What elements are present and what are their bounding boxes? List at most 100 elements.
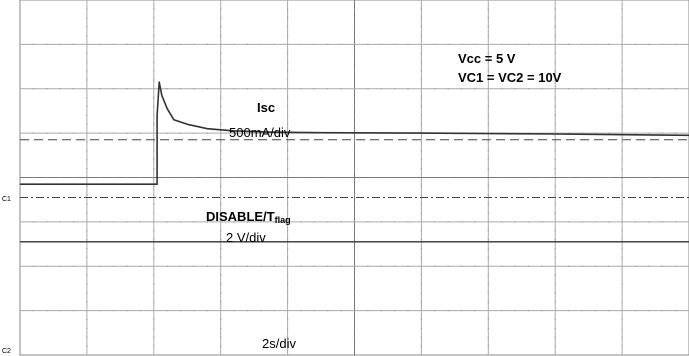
grid-dot [206,265,208,267]
grid-dot [661,176,663,179]
grid-dot [394,221,396,223]
grid-dot [153,256,155,258]
grid-dot [327,265,329,267]
grid-dot [554,168,556,170]
grid-dot [153,168,155,170]
grid-dot [287,185,289,187]
grid-dot [420,52,422,54]
grid-dot [554,185,556,187]
grid-dot [554,114,556,116]
grid-dot [193,265,195,267]
grid-dot [554,123,556,125]
grid-dot [193,310,195,312]
grid-dot [32,221,34,223]
grid-dot [287,318,289,321]
grid-dot [340,176,342,179]
grid-dot [166,221,168,223]
grid-dot [86,203,88,205]
grid-dot [153,194,155,196]
grid-dot [287,327,289,329]
grid-dot [487,239,489,241]
grid-dot [487,247,489,250]
grid-dot [420,114,422,116]
grid-dot [420,97,422,99]
grid-dot [313,221,315,223]
grid-dot [367,43,369,45]
grid-dot [287,105,289,108]
grid-dot [661,88,663,90]
grid-dot [474,43,476,45]
grid-dot [648,43,650,45]
grid-dot [353,114,356,116]
grid-dot [501,310,503,312]
grid-dot [179,132,182,134]
grid-dot [527,88,530,90]
grid-dot [420,230,422,232]
grid-dot [153,8,155,10]
grid-dot [86,17,88,19]
grid-dot [86,336,88,338]
grid-dot [380,310,382,312]
grid-dot [287,345,289,347]
grid-dot [621,34,623,37]
grid-dot [487,79,489,81]
grid-dot [353,239,356,241]
grid-dot [353,247,356,250]
grid-dot [621,141,623,143]
grid-dot [353,345,356,347]
grid-dot [487,70,489,72]
grid-dot [554,70,556,72]
grid-dot [648,88,650,90]
grid-dot [514,176,516,179]
grid-dot [260,88,262,90]
grid-dot [420,336,422,338]
grid-dot [581,265,583,267]
grid-dot [59,176,61,179]
grid-dot [193,176,195,179]
grid-dot [675,310,677,312]
grid-dot [621,283,623,285]
grid-dot [527,176,530,179]
grid-dot [287,283,289,285]
grid-dot [474,88,476,90]
grid-dot [300,176,302,179]
grid-dot [567,221,570,223]
grid-dot [353,203,356,205]
grid-dot [287,194,289,196]
grid-dot [220,26,222,28]
grid-dot [353,26,356,28]
grid-dot [581,88,583,90]
grid-dot [621,123,623,125]
grid-dot [273,88,275,90]
grid-dot [32,88,34,90]
grid-dot [353,123,356,125]
grid-dot [153,61,155,63]
grid-dot [581,43,583,45]
grid-dot [434,43,436,45]
grid-dot [648,176,650,179]
grid-dot [86,168,88,170]
grid-dot [113,43,115,45]
grid-dot [153,230,155,232]
grid-dot [287,150,289,152]
grid-dot [72,132,75,134]
grid-dot [487,159,489,161]
grid-dot [220,8,222,10]
grid-dot [608,176,610,179]
grid-dot [420,70,422,72]
grid-dot [246,132,249,134]
grid-dot [220,17,222,19]
grid-dot [179,176,182,179]
grid-dot [153,318,155,321]
grid-dot [99,43,101,45]
grid-dot [420,345,422,347]
grid-dot [554,301,556,303]
grid-dot [353,17,356,19]
grid-dot [407,43,409,45]
grid-dot [353,327,356,329]
grid-dot [220,203,222,205]
grid [19,0,689,356]
grid-dot [621,212,623,214]
grid-dot [86,345,88,347]
grid-dot [86,194,88,196]
